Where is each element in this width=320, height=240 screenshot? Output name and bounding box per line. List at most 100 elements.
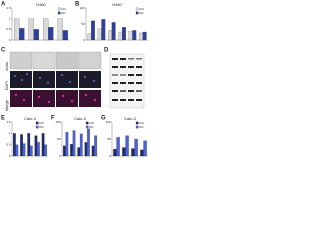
western-blot [109, 53, 145, 109]
bar [41, 133, 45, 157]
bar [131, 148, 135, 157]
bar [101, 19, 106, 41]
bar [140, 149, 144, 157]
bar [12, 133, 16, 157]
bar [128, 30, 133, 41]
y-tick-label: 100 [55, 120, 60, 124]
bar [19, 28, 25, 41]
y-tick-label: 50 [107, 137, 111, 141]
legend-label: KD [39, 125, 44, 129]
legend-label: Ctrl [139, 7, 144, 11]
y-tick-label: 1.5 [6, 120, 11, 124]
bar [62, 30, 68, 41]
bar [29, 145, 33, 157]
bar [108, 30, 112, 41]
bar [113, 149, 117, 157]
bar [122, 27, 126, 41]
y-tick-label: 50 [81, 22, 85, 26]
y-tick-label: 0 [59, 154, 61, 158]
y-tick-label: 100 [79, 6, 84, 10]
bar [20, 134, 23, 157]
y-tick-label: 50 [57, 137, 61, 141]
bar [132, 30, 137, 41]
bar [48, 27, 54, 41]
bar [65, 132, 69, 157]
bar [37, 142, 40, 157]
bar [70, 144, 73, 157]
bar [34, 135, 38, 157]
y-tick-label: 100 [105, 120, 110, 124]
row-label: Merge [4, 99, 9, 111]
legend-swatch [135, 125, 139, 129]
panel-label: F [51, 116, 55, 122]
y-tick-label: 0 [83, 38, 85, 42]
bar [22, 143, 26, 157]
y-tick-label: 1.5 [6, 6, 11, 10]
panel-label: A [1, 2, 6, 8]
bar [43, 18, 49, 41]
bar [139, 32, 143, 41]
bar [72, 130, 76, 157]
legend-swatch [135, 11, 139, 15]
legend-label: KD [61, 11, 66, 15]
bar [122, 147, 126, 157]
bar [28, 18, 34, 41]
bar [57, 18, 63, 41]
chart-title: H460 [36, 2, 46, 7]
bar [77, 147, 81, 157]
legend-label: Ctrl [61, 7, 66, 11]
bar [14, 18, 20, 41]
legend-swatch [57, 7, 61, 11]
bar [15, 144, 19, 157]
bar [79, 133, 83, 157]
y-tick-label: 0 [9, 38, 11, 42]
panel-label: B [75, 2, 80, 8]
bar [44, 144, 48, 157]
bar [62, 145, 66, 157]
legend-swatch [135, 121, 139, 125]
legend-swatch [35, 121, 39, 125]
figure: C Actin DAPI Merge D [1, 2, 148, 158]
y-tick-label: 1 [9, 16, 11, 20]
legend-swatch [35, 125, 39, 129]
panel-label: G [101, 116, 106, 122]
legend-swatch [85, 125, 89, 129]
bar [142, 31, 147, 41]
row-label: Actin [4, 62, 9, 71]
legend-label: Ctrl [139, 121, 144, 125]
panel-label: E [1, 116, 5, 122]
y-tick-label: 1 [9, 131, 11, 135]
bar [33, 29, 39, 41]
legend-swatch [57, 11, 61, 15]
y-tick-label: 0 [9, 154, 11, 158]
legend-label: KD [139, 11, 144, 15]
legend-label: KD [89, 125, 94, 129]
bar [125, 135, 129, 157]
bar [118, 31, 123, 41]
legend-label: Ctrl [39, 121, 44, 125]
chart-title: Calu-3 [74, 116, 87, 121]
bar [143, 140, 147, 157]
bar [94, 135, 98, 157]
panel-label: C [1, 48, 6, 54]
legend-label: Ctrl [89, 121, 94, 125]
bar [116, 137, 120, 157]
panel-label: D [104, 48, 109, 54]
bar [134, 138, 138, 157]
micrograph-grid [9, 51, 102, 107]
chart-title: Calu-3 [24, 116, 37, 121]
bar [87, 33, 92, 41]
row-label: DAPI [4, 81, 9, 90]
bar [111, 22, 116, 41]
y-tick-label: 0.5 [6, 142, 11, 146]
bar [27, 133, 31, 157]
legend-swatch [85, 121, 89, 125]
bar [91, 145, 95, 157]
chart-title: Calu-3 [124, 116, 137, 121]
bar [91, 20, 95, 41]
y-tick-label: 0 [109, 154, 111, 158]
chart-title: H460 [112, 2, 122, 7]
bar [84, 142, 88, 157]
bar [97, 28, 102, 41]
legend-swatch [135, 7, 139, 11]
